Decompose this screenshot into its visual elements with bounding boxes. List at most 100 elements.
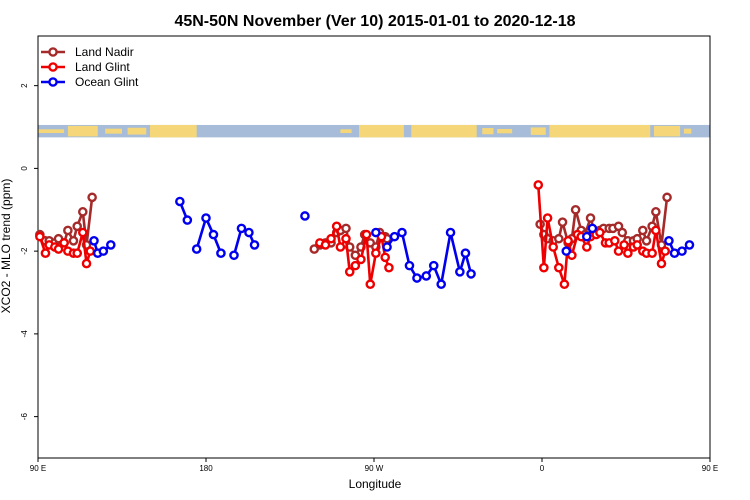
land-glint-point xyxy=(582,242,592,252)
ocean-glint-point xyxy=(421,271,432,281)
land-glint-point xyxy=(647,248,657,259)
ocean-glint-point xyxy=(371,227,381,238)
ocean-glint-point xyxy=(229,250,239,261)
land-glint-point xyxy=(632,240,643,250)
ocean-glint-point xyxy=(106,240,116,250)
ocean-glint-point xyxy=(445,227,456,238)
legend-land-nadir-marker xyxy=(48,47,58,57)
land-segment xyxy=(654,125,681,137)
land-nadir-point xyxy=(585,213,596,223)
land-glint-point xyxy=(320,240,331,250)
land-glint-point xyxy=(361,229,372,240)
x-tick-label: 180 xyxy=(199,464,213,473)
x-tick-label: 90 E xyxy=(30,464,46,473)
land-segment xyxy=(150,124,197,138)
land-glint-point xyxy=(595,227,605,238)
land-glint-point xyxy=(559,279,570,290)
land-glint-point xyxy=(85,246,96,256)
ocean-glint-point xyxy=(436,279,447,290)
land-glint-point xyxy=(72,248,82,259)
ocean-glint-point xyxy=(677,246,687,256)
ocean-glint-line xyxy=(195,216,223,254)
land-glint-point xyxy=(356,254,366,265)
land-glint-point xyxy=(326,233,336,244)
land-nadir-point xyxy=(87,192,97,203)
y-tick-label: -6 xyxy=(20,413,29,421)
land-glint-point xyxy=(610,235,620,246)
ocean-glint-point xyxy=(249,240,260,250)
ocean-glint-point xyxy=(561,246,572,256)
land-glint-point xyxy=(380,252,391,263)
land-nadir-point xyxy=(641,235,652,246)
land-glint-point xyxy=(656,258,667,269)
ocean-glint-point xyxy=(404,260,415,271)
ocean-glint-point xyxy=(201,213,211,223)
land-glint-point xyxy=(619,240,629,250)
ocean-glint-point xyxy=(428,260,439,271)
ocean-glint-point xyxy=(216,248,226,259)
ocean-glint-point xyxy=(175,196,185,207)
x-axis-label: Longitude xyxy=(349,477,402,491)
ocean-glint-point xyxy=(191,244,202,254)
land-glint-point xyxy=(40,248,51,259)
land-glint-point xyxy=(35,231,45,242)
land-glint-point xyxy=(554,262,564,273)
land-nadir-point xyxy=(554,233,564,244)
land-nadir-point xyxy=(341,223,351,234)
ocean-glint-point xyxy=(466,269,476,279)
land-segment xyxy=(105,128,122,134)
ocean-glint-point xyxy=(236,223,247,234)
land-segment xyxy=(127,127,147,135)
legend-land-glint-marker xyxy=(48,62,58,72)
land-glint-point xyxy=(59,238,69,248)
land-segment xyxy=(549,124,651,138)
ocean-glint-point xyxy=(397,227,407,238)
land-glint-point xyxy=(53,244,64,254)
ocean-glint-point xyxy=(389,231,400,242)
land-glint-point xyxy=(539,262,549,273)
land-glint-point xyxy=(623,248,633,259)
land-glint-point xyxy=(548,242,559,252)
land-segment xyxy=(67,125,98,137)
land-ocean-band xyxy=(38,124,710,138)
land-nadir-point xyxy=(570,204,581,215)
ocean-glint-point xyxy=(669,248,680,259)
land-glint-point xyxy=(331,221,342,232)
y-tick-label: 2 xyxy=(20,83,29,88)
land-glint-point xyxy=(542,213,553,223)
land-nadir-point xyxy=(78,207,88,217)
y-tick-label: -2 xyxy=(20,247,29,255)
land-glint-point xyxy=(81,258,92,269)
land-glint-point xyxy=(533,180,544,190)
legend-ocean-glint-label: Ocean Glint xyxy=(75,75,139,89)
y-tick-label: -4 xyxy=(20,330,29,338)
ocean-glint-point xyxy=(89,235,99,246)
ocean-glint-point xyxy=(460,248,471,259)
land-segment xyxy=(411,124,477,138)
land-nadir-point xyxy=(638,225,648,236)
land-glint-point xyxy=(341,233,351,244)
land-nadir-point xyxy=(651,207,661,217)
chart-title: 45N-50N November (Ver 10) 2015-01-01 to … xyxy=(174,13,575,30)
land-glint-point xyxy=(660,246,671,256)
land-nadir-point xyxy=(63,225,73,236)
legend-ocean-glint-marker xyxy=(48,77,58,87)
x-tick-label: 90 E xyxy=(702,464,718,473)
legend-land-nadir-label: Land Nadir xyxy=(75,45,134,59)
ocean-glint-point xyxy=(664,235,674,246)
land-segment xyxy=(530,127,546,135)
ocean-glint-point xyxy=(412,273,422,283)
land-nadir-point xyxy=(557,217,568,227)
x-tick-label: 0 xyxy=(540,464,545,473)
land-segment xyxy=(482,128,494,135)
land-glint-point xyxy=(365,279,376,290)
y-tick-label: 0 xyxy=(20,166,29,171)
land-glint-point xyxy=(335,242,346,252)
ocean-glint-point xyxy=(244,227,254,238)
land-glint-point xyxy=(563,235,573,246)
ocean-glint-point xyxy=(300,211,310,221)
land-glint-point xyxy=(613,246,624,256)
